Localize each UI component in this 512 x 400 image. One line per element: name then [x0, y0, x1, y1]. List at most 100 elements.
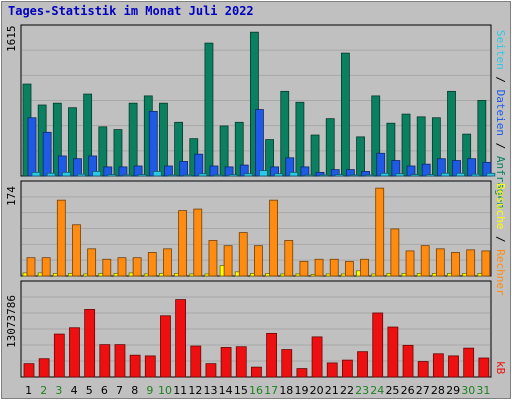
bar-seiten-day-20: [319, 174, 329, 177]
bar-rechner-day-31: [481, 250, 491, 277]
bar-anfragen-day-11: [174, 121, 184, 177]
x-tick-label: 10: [158, 384, 172, 397]
bar-anfragen-day-4: [68, 107, 77, 177]
bar-rechner-day-13: [208, 240, 218, 277]
bar-anfragen-day-10: [159, 102, 168, 177]
x-tick-label: 30: [461, 384, 475, 397]
bar-rechner-day-20: [314, 258, 324, 277]
bar-kb-day-21: [326, 362, 338, 378]
bar-anfragen-day-28: [431, 117, 441, 177]
page-title: Tages-Statistik im Monat Juli 2022: [8, 4, 254, 18]
bar-seiten-day-8: [137, 174, 147, 177]
bar-anfragen-day-15: [234, 121, 244, 177]
x-tick-label: 19: [294, 384, 308, 397]
bar-kb-day-25: [387, 326, 399, 378]
bar-rechner-day-6: [102, 258, 112, 277]
bar-seiten-day-17: [274, 173, 283, 177]
bar-kb-day-27: [417, 361, 429, 378]
bar-rechner-day-3: [56, 199, 66, 277]
bar-dateien-day-10: [164, 165, 173, 177]
bar-rechner-day-23: [360, 258, 369, 277]
x-tick-label: 8: [131, 384, 138, 397]
bar-seiten-day-21: [334, 174, 344, 177]
bar-seiten-day-2: [46, 172, 56, 177]
bar-rechner-day-2: [41, 257, 51, 277]
bar-anfragen-day-8: [128, 102, 138, 177]
bar-kb-day-24: [372, 312, 384, 378]
bar-kb-day-18: [281, 349, 293, 378]
bar-dateien-day-1: [27, 117, 37, 177]
bar-kb-day-20: [311, 336, 323, 378]
bar-rechner-day-24: [375, 187, 385, 277]
bar-kb-day-4: [69, 327, 80, 378]
x-tick-label: 12: [188, 384, 202, 397]
bar-kb-day-26: [402, 344, 414, 378]
bar-kb-day-3: [53, 333, 65, 378]
bar-kb-day-28: [432, 353, 444, 378]
bar-kb-day-11: [175, 299, 187, 378]
x-tick-label: 9: [146, 384, 153, 397]
x-tick-label: 6: [101, 384, 108, 397]
bar-seiten-day-10: [168, 174, 177, 177]
bar-rechner-day-25: [390, 228, 400, 277]
bar-rechner-day-29: [451, 252, 460, 277]
bar-rechner-day-4: [72, 224, 81, 277]
bar-anfragen-day-19: [295, 101, 305, 177]
bar-seiten-day-24: [380, 172, 390, 177]
x-tick-label: 24: [370, 384, 384, 397]
bar-rechner-day-7: [117, 257, 127, 277]
bar-anfragen-day-21: [325, 118, 335, 177]
bar-kb-day-1: [23, 363, 35, 378]
x-tick-label: 15: [234, 384, 248, 397]
bar-seiten-day-23: [365, 174, 374, 177]
x-tick-label: 2: [40, 384, 47, 397]
bar-anfragen-day-23: [356, 136, 365, 177]
bar-kb-day-13: [205, 363, 217, 378]
bar-anfragen-day-17: [265, 139, 274, 177]
bar-rechner-day-1: [26, 257, 36, 277]
bar-rechner-day-12: [193, 208, 203, 277]
bar-rechner-day-8: [132, 257, 142, 277]
x-tick-label: 17: [264, 384, 278, 397]
bar-dateien-day-30: [467, 158, 477, 177]
bar-kb-day-14: [220, 347, 232, 378]
bar-anfragen-day-29: [447, 90, 456, 177]
bar-rechner-day-18: [284, 240, 294, 277]
bar-seiten-day-13: [213, 174, 223, 177]
bar-anfragen-day-14: [219, 125, 229, 177]
bar-seiten-day-30: [471, 173, 481, 177]
x-tick-label: 28: [431, 384, 445, 397]
bar-dateien-day-4: [73, 158, 82, 177]
x-tick-label: 3: [55, 384, 62, 397]
bar-dateien-day-16: [255, 109, 264, 177]
x-tick-label: 29: [446, 384, 460, 397]
bar-anfragen-day-27: [416, 116, 426, 177]
bar-kb-day-23: [357, 351, 368, 378]
bar-anfragen-day-13: [204, 42, 214, 177]
bar-rechner-day-19: [299, 260, 309, 277]
x-tick-label: 27: [416, 384, 430, 397]
legend-bottom: kB: [494, 361, 507, 375]
x-tick-label: 5: [86, 384, 93, 397]
x-tick-label: 14: [219, 384, 233, 397]
bar-seiten-day-25: [395, 173, 405, 177]
bar-rechner-day-10: [163, 248, 172, 277]
bar-rechner-day-22: [344, 260, 354, 277]
bar-seiten-day-18: [289, 171, 299, 177]
bar-anfragen-day-25: [386, 122, 396, 177]
bar-kb-day-8: [129, 354, 141, 378]
bar-seiten-day-22: [349, 174, 359, 177]
bar-dateien-day-13: [209, 165, 219, 177]
bar-kb-day-19: [296, 368, 308, 378]
bar-kb-day-2: [38, 358, 50, 378]
bar-rechner-day-14: [223, 245, 233, 277]
bar-anfragen-day-20: [310, 134, 320, 177]
x-tick-label: 4: [71, 384, 78, 397]
bar-anfragen-day-22: [340, 52, 350, 177]
x-tick-label: 25: [385, 384, 399, 397]
bar-dateien-day-24: [376, 152, 386, 177]
bar-anfragen-day-26: [401, 113, 411, 177]
